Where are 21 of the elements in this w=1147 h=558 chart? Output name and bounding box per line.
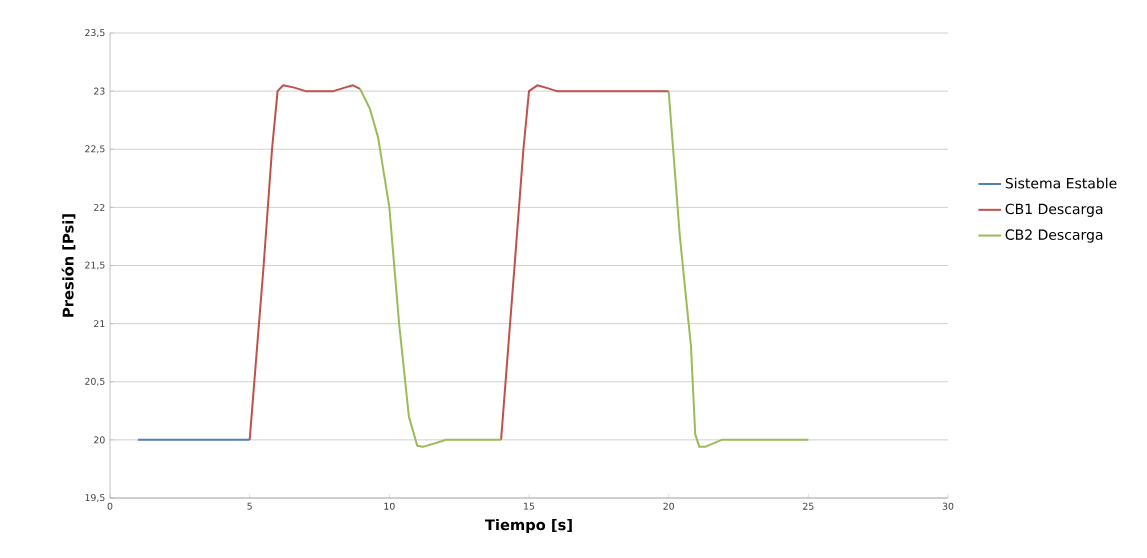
y-tick-label: 23 — [94, 87, 105, 95]
y-tick-label: 20,5 — [85, 377, 105, 386]
legend-label: Sistema Estable — [1005, 177, 1117, 189]
y-tick-label: 21 — [94, 320, 105, 328]
legend-label: CB2 Descarga — [1005, 229, 1103, 243]
y-tick-label: 22,5 — [85, 145, 105, 154]
x-tick-label: 30 — [942, 502, 954, 510]
x-tick-label: 0 — [107, 502, 113, 510]
y-tick-label: 22 — [94, 203, 105, 211]
y-axis-title: Presión [Psi] — [61, 214, 76, 317]
x-tick-label: 5 — [247, 502, 252, 510]
x-tick-label: 25 — [803, 502, 814, 510]
y-tick-label: 23,5 — [85, 29, 105, 38]
y-tick-label: 21,5 — [85, 261, 105, 270]
y-tick-label: 20 — [94, 436, 105, 444]
y-tick-label: 19,5 — [85, 494, 105, 503]
x-tick-label: 10 — [384, 502, 395, 510]
x-tick-label: 15 — [524, 502, 535, 510]
x-axis-title: Tiempo [s] — [485, 518, 572, 534]
x-tick-label: 20 — [663, 502, 674, 510]
legend-label: CB1 Descarga — [1005, 203, 1103, 217]
